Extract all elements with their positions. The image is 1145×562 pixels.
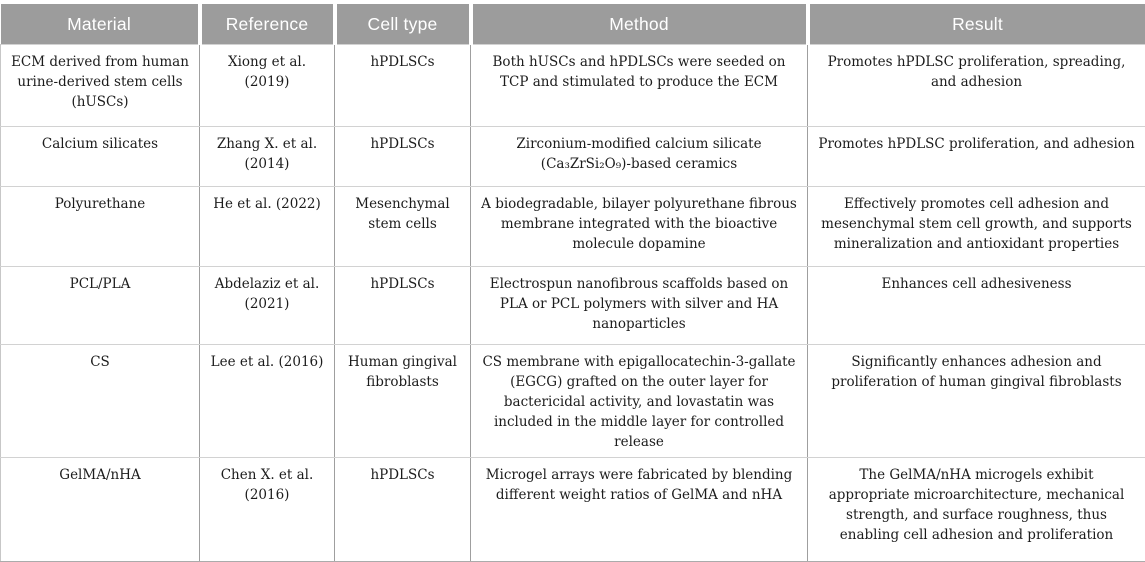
- table-row: PCL/PLA Abdelaziz et al. (2021) hPDLSCs …: [1, 267, 1145, 345]
- cell-result: Significantly enhances adhesion and prol…: [808, 345, 1145, 458]
- column-header-cell-type: Cell type: [335, 4, 471, 45]
- cell-method: CS membrane with epigallocatechin-3-gall…: [471, 345, 808, 458]
- cell-reference: Chen X. et al. (2016): [200, 457, 335, 561]
- cell-method: Zirconium-modified calcium silicate (Ca₃…: [471, 127, 808, 187]
- cell-method: Microgel arrays were fabricated by blend…: [471, 457, 808, 561]
- table-row: GelMA/nHA Chen X. et al. (2016) hPDLSCs …: [1, 457, 1145, 561]
- cell-result: Promotes hPDLSC proliferation, and adhes…: [808, 127, 1145, 187]
- cell-result: Effectively promotes cell adhesion and m…: [808, 187, 1145, 267]
- cell-method: A biodegradable, bilayer polyurethane fi…: [471, 187, 808, 267]
- cell-material: Polyurethane: [1, 187, 200, 267]
- table-row: Calcium silicates Zhang X. et al. (2014)…: [1, 127, 1145, 187]
- cell-result: Enhances cell adhesiveness: [808, 267, 1145, 345]
- column-header-material: Material: [1, 4, 200, 45]
- cell-reference: Lee et al. (2016): [200, 345, 335, 458]
- cell-method: Electrospun nanofibrous scaffolds based …: [471, 267, 808, 345]
- column-header-reference: Reference: [200, 4, 335, 45]
- cell-reference: Zhang X. et al. (2014): [200, 127, 335, 187]
- cell-cell-type: hPDLSCs: [335, 127, 471, 187]
- table-row: Polyurethane He et al. (2022) Mesenchyma…: [1, 187, 1145, 267]
- table-body: ECM derived from human urine-derived ste…: [1, 45, 1145, 562]
- cell-reference: Abdelaziz et al. (2021): [200, 267, 335, 345]
- column-header-method: Method: [471, 4, 808, 45]
- cell-cell-type: hPDLSCs: [335, 457, 471, 561]
- cell-cell-type: Human gingival fibroblasts: [335, 345, 471, 458]
- cell-material: Calcium silicates: [1, 127, 200, 187]
- cell-cell-type: Mesenchymal stem cells: [335, 187, 471, 267]
- table-row: CS Lee et al. (2016) Human gingival fibr…: [1, 345, 1145, 458]
- cell-material: CS: [1, 345, 200, 458]
- cell-method: Both hUSCs and hPDLSCs were seeded on TC…: [471, 45, 808, 127]
- cell-material: ECM derived from human urine-derived ste…: [1, 45, 200, 127]
- cell-result: Promotes hPDLSC proliferation, spreading…: [808, 45, 1145, 127]
- cell-cell-type: hPDLSCs: [335, 45, 471, 127]
- table-row: ECM derived from human urine-derived ste…: [1, 45, 1145, 127]
- cell-material: PCL/PLA: [1, 267, 200, 345]
- cell-result: The GelMA/nHA microgels exhibit appropri…: [808, 457, 1145, 561]
- cell-reference: Xiong et al. (2019): [200, 45, 335, 127]
- cell-cell-type: hPDLSCs: [335, 267, 471, 345]
- table-header: Material Reference Cell type Method Resu…: [1, 4, 1145, 45]
- cell-reference: He et al. (2022): [200, 187, 335, 267]
- cell-material: GelMA/nHA: [1, 457, 200, 561]
- column-header-result: Result: [808, 4, 1145, 45]
- header-row: Material Reference Cell type Method Resu…: [1, 4, 1145, 45]
- materials-review-table: Material Reference Cell type Method Resu…: [0, 4, 1145, 562]
